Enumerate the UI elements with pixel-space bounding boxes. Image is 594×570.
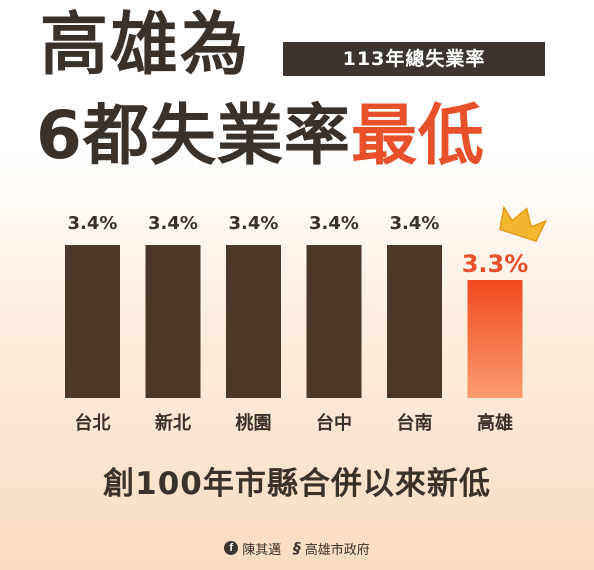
headline-line1: 高雄為 [40, 6, 251, 85]
category-label-3: 桃園 [236, 412, 272, 434]
metric-badge: 113年總失業率 [283, 42, 545, 76]
headline-line2-prefix: 6都失業率 [36, 97, 351, 174]
kaohsiung-city-logo-icon: § [293, 539, 301, 557]
category-label-4: 台中 [316, 412, 352, 434]
category-label-5: 台南 [397, 412, 433, 434]
bar-3 [226, 245, 281, 398]
headline-line2: 6都失業率最低 [36, 96, 485, 176]
bar-chart: 3.4% 台北 3.4% 新北 3.4% 桃園 3.4% 台中 3.4% 台南 3.3% 高雄 [65, 205, 548, 434]
headline-highlight: 最低 [350, 97, 485, 174]
value-label-6: 3.3% [462, 250, 529, 278]
credits: f 陳其邁 § 高雄市政府 [0, 538, 594, 558]
value-label-4: 3.4% [309, 213, 359, 234]
value-label-3: 3.4% [229, 213, 279, 234]
category-label-2: 新北 [155, 412, 191, 434]
tagline: 創100年市縣合併以來新低 [103, 466, 491, 502]
category-label-1: 台北 [75, 412, 111, 434]
category-label-6: 高雄 [477, 412, 513, 434]
facebook-icon: f [224, 541, 239, 555]
bar-2 [145, 245, 201, 398]
value-label-2: 3.4% [148, 213, 198, 234]
value-label-5: 3.4% [390, 213, 440, 234]
value-label-1: 3.4% [68, 213, 118, 234]
bar-1 [65, 245, 120, 398]
credit-org: § 高雄市政府 [293, 539, 370, 558]
crown-icon [499, 205, 548, 243]
credit-org-name: 高雄市政府 [304, 542, 370, 558]
credit-person-name: 陳其邁 [242, 542, 282, 558]
bar-5 [387, 245, 442, 398]
credit-person: f 陳其邁 [224, 539, 281, 558]
bar-4 [306, 245, 362, 398]
bar-6 [467, 280, 523, 398]
